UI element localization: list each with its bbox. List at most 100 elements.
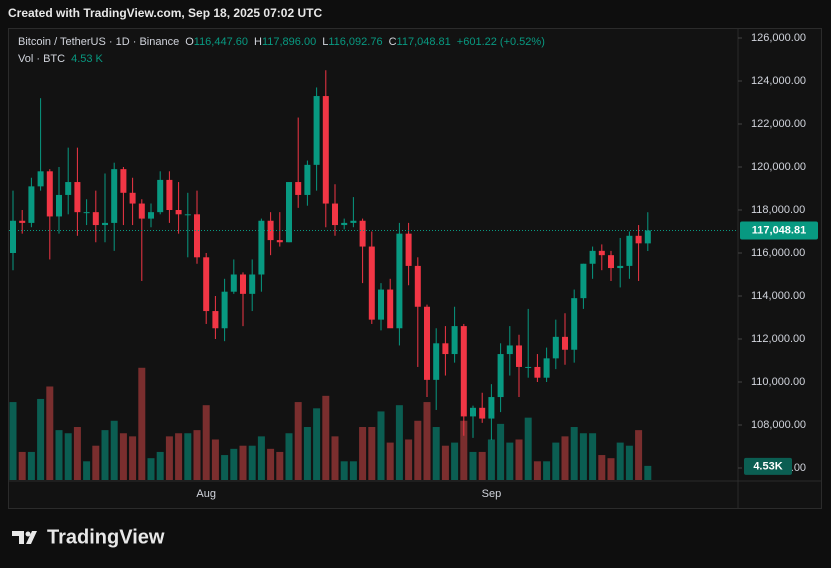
volume-bar: [211, 439, 219, 480]
last-price-badge: [740, 221, 818, 240]
volume-bar: [294, 402, 302, 480]
volume-bar: [368, 427, 376, 480]
volume-bar: [119, 433, 127, 480]
y-tick-label: 108,000.00: [751, 419, 806, 431]
candle-body: [580, 263, 587, 299]
logo-icon: [12, 531, 37, 544]
candle-body: [313, 96, 320, 165]
volume-bar: [506, 442, 514, 480]
volume-bar: [451, 442, 459, 480]
volume-bar: [561, 436, 569, 480]
candle-body: [617, 265, 624, 269]
volume-bar: [303, 427, 311, 480]
candle-body: [405, 233, 412, 266]
ohlc-value: 117,048.81: [397, 36, 451, 48]
candle-body: [644, 230, 651, 244]
candle-body: [276, 240, 283, 243]
volume-bar: [533, 461, 541, 480]
volume-badge-label: 4.53K: [753, 460, 782, 472]
volume-bar: [598, 455, 606, 480]
x-tick-label: Sep: [482, 488, 502, 500]
candle-body: [488, 397, 495, 419]
volume-bar: [267, 448, 275, 480]
candle-body: [387, 289, 394, 329]
candle-body: [295, 182, 302, 195]
candle-body: [249, 274, 256, 294]
candle-body: [230, 274, 237, 292]
candle-body: [451, 326, 458, 355]
candle-body: [28, 186, 35, 223]
candle-body: [175, 209, 182, 215]
volume-value: 4.53 K: [71, 53, 103, 65]
y-tick-label: 126,000.00: [751, 32, 806, 44]
volume-bar: [497, 423, 505, 480]
volume-bar: [257, 436, 265, 480]
volume-bar: [414, 420, 422, 480]
y-tick-label: 120,000.00: [751, 161, 806, 173]
volume-bar: [64, 433, 72, 480]
volume-bar: [543, 461, 551, 480]
volume-bar: [313, 408, 321, 480]
volume-bar: [276, 451, 284, 480]
candle-body: [65, 182, 72, 195]
y-tick-label: 122,000.00: [751, 118, 806, 130]
candle-body: [157, 179, 164, 213]
volume-title: Vol · BTC: [18, 53, 65, 65]
candle-body: [470, 407, 476, 417]
x-tick-label: Aug: [196, 488, 216, 500]
y-tick-label: 118,000.00: [751, 204, 805, 216]
volume-bar: [322, 395, 330, 480]
volume-bar: [184, 433, 192, 480]
candle-body: [497, 354, 504, 398]
candle-body: [414, 265, 421, 307]
candle-body: [221, 291, 228, 329]
y-tick-label: 110,000.00: [751, 376, 805, 388]
volume-bar: [46, 386, 54, 480]
volume-bar: [460, 420, 468, 480]
volume-bar: [101, 430, 109, 480]
volume-bar: [616, 442, 624, 480]
volume-bar: [432, 427, 440, 480]
legend-line: Bitcoin / TetherUS · 1D · Binance O116,44…: [18, 36, 545, 48]
candle-body: [442, 343, 449, 355]
volume-bar: [147, 458, 155, 480]
candle-body: [534, 366, 541, 378]
candle-body: [552, 336, 559, 359]
volume-bar: [92, 445, 100, 480]
candle-body: [194, 214, 200, 258]
candle-body: [506, 345, 513, 355]
candle-body: [286, 182, 292, 243]
candle-body: [129, 192, 136, 204]
volume-bar: [395, 405, 403, 480]
ohlc-label: L: [322, 36, 328, 48]
volume-bar: [138, 367, 146, 480]
volume-bar: [405, 439, 413, 480]
candle-body: [138, 203, 145, 219]
volume-legend: Vol · BTC 4.53 K: [18, 53, 104, 65]
candle-body: [148, 212, 154, 219]
volume-bar: [248, 445, 256, 480]
candle-body: [341, 222, 348, 226]
y-tick-label: 124,000.00: [751, 75, 806, 87]
ohlc-label: H: [254, 36, 262, 48]
volume-bar: [221, 455, 229, 480]
volume-bar: [55, 430, 63, 480]
candle-body: [350, 220, 357, 223]
candle-body: [460, 326, 467, 417]
volume-bar: [285, 433, 293, 480]
volume-bar: [625, 445, 633, 480]
last-price-label: 117,048.81: [752, 224, 806, 236]
candle-body: [562, 336, 568, 350]
candle-body: [166, 179, 173, 210]
candle-body: [37, 171, 44, 187]
candle-body: [322, 96, 329, 204]
change: +601.22 (+0.52%): [457, 36, 545, 48]
candle-body: [74, 182, 81, 213]
volume-bar: [331, 436, 339, 480]
candle-body: [92, 212, 99, 226]
volume-bar: [552, 442, 560, 480]
candle-body: [240, 274, 246, 294]
volume-bar: [386, 442, 394, 480]
candle-body: [332, 203, 338, 226]
volume-bar: [644, 465, 652, 480]
